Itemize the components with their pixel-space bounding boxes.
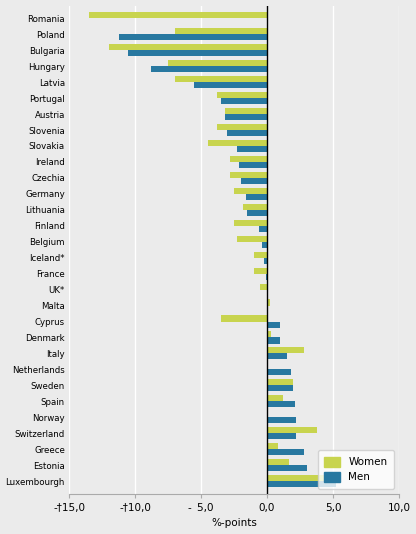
Bar (109, 44, 267, 50)
Bar (259, 226, 267, 232)
Bar (267, 427, 317, 433)
Bar (175, 28, 267, 34)
Bar (208, 140, 267, 146)
Bar (237, 235, 267, 242)
Bar (151, 66, 267, 72)
Bar (267, 475, 330, 481)
Bar (221, 98, 267, 104)
Bar (234, 188, 267, 194)
Bar (240, 178, 267, 184)
Bar (217, 92, 267, 98)
Bar (267, 305, 268, 312)
Bar (267, 332, 271, 337)
Bar (119, 34, 267, 41)
Bar (234, 219, 267, 226)
Bar (239, 162, 267, 168)
Bar (267, 354, 287, 359)
Bar (230, 156, 267, 162)
Bar (267, 386, 293, 391)
Bar (264, 258, 267, 264)
Bar (168, 60, 267, 66)
Bar (267, 402, 295, 407)
Bar (266, 273, 267, 280)
Bar (267, 321, 280, 327)
Bar (267, 337, 280, 343)
Bar (217, 124, 267, 130)
Bar (89, 12, 267, 18)
X-axis label: %-points: %-points (211, 519, 257, 529)
Bar (267, 300, 270, 305)
Bar (225, 108, 267, 114)
Bar (247, 210, 267, 216)
Bar (267, 417, 296, 423)
Bar (267, 379, 293, 386)
Bar (267, 348, 304, 354)
Bar (243, 204, 267, 210)
Bar (237, 146, 267, 152)
Bar (267, 443, 277, 449)
Bar (267, 449, 304, 456)
Bar (267, 459, 290, 465)
Bar (129, 50, 267, 56)
Bar (267, 395, 283, 402)
Bar (267, 363, 268, 370)
Bar (267, 370, 291, 375)
Bar (228, 130, 267, 136)
Bar (267, 481, 336, 487)
Bar (267, 433, 296, 439)
Legend: Women, Men: Women, Men (318, 450, 394, 489)
Bar (230, 172, 267, 178)
Bar (262, 242, 267, 248)
Bar (254, 268, 267, 273)
Bar (260, 284, 267, 289)
Bar (246, 194, 267, 200)
Bar (225, 114, 267, 120)
Bar (175, 76, 267, 82)
Bar (194, 82, 267, 88)
Bar (267, 465, 307, 471)
Bar (221, 316, 267, 321)
Bar (254, 252, 267, 258)
